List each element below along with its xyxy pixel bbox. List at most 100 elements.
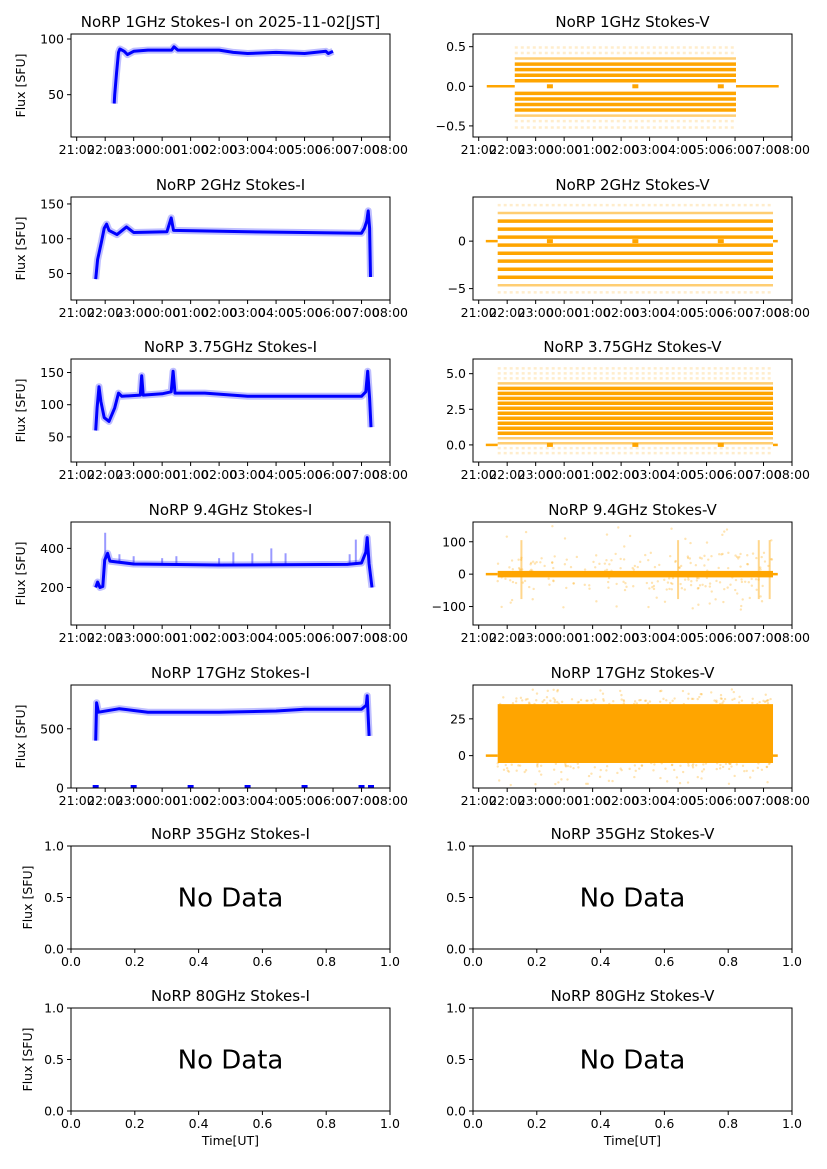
- outlier-point: [759, 595, 762, 598]
- axes-frame: [472, 196, 793, 301]
- x-tick-label: 05:00: [689, 142, 725, 157]
- x-tick-label: 04:00: [660, 630, 696, 645]
- outlier-point: [755, 588, 758, 591]
- x-tick-label: 21:00: [59, 630, 95, 645]
- x-tick-label: 23:00: [116, 305, 152, 320]
- x-tick-label: 00:00: [546, 467, 582, 482]
- outlier-point: [583, 568, 587, 571]
- outlier-point: [681, 770, 685, 774]
- outlier-point: [756, 702, 759, 706]
- outlier-point: [631, 566, 634, 570]
- outlier-point: [529, 561, 533, 565]
- x-tick-label: 05:00: [287, 467, 323, 482]
- x-tick-label: 22:00: [87, 142, 123, 157]
- x-tick-label: 22:00: [87, 793, 123, 808]
- zero-marker: [632, 84, 639, 89]
- panel-title: NoRP 3.75GHz Stokes-V: [543, 338, 722, 356]
- x-tick-label: 06:00: [717, 793, 753, 808]
- outlier-point: [608, 563, 611, 566]
- y-tick-label: 2.5: [446, 402, 466, 417]
- outlier-point: [504, 577, 507, 581]
- panel-norp-1ghz-stokes-i-on-2025-11-02-jst-: 21:0022:0023:0000:0001:0002:0003:0004:00…: [13, 13, 408, 157]
- outlier-point: [739, 608, 743, 611]
- outlier-point: [660, 689, 663, 693]
- zero-dropout-marker: [92, 785, 99, 788]
- x-tick-label: 23:00: [116, 793, 152, 808]
- outlier-point: [719, 697, 723, 700]
- y-axis-label: Flux [SFU]: [20, 866, 35, 930]
- outlier-point: [708, 585, 712, 588]
- outlier-point: [645, 581, 649, 585]
- x-tick-label: 03:00: [230, 467, 266, 482]
- x-tick-label: 21:00: [59, 467, 95, 482]
- x-tick-label: 06:00: [315, 305, 351, 320]
- outlier-point: [702, 763, 705, 766]
- outlier-point: [726, 586, 729, 589]
- outlier-point: [605, 769, 608, 772]
- outlier-point: [687, 697, 690, 700]
- outlier-point: [766, 701, 770, 705]
- x-tick-label: 04:00: [660, 467, 696, 482]
- outlier-point: [502, 696, 505, 699]
- outlier-point: [678, 566, 681, 569]
- panel-title: NoRP 9.4GHz Stokes-I: [149, 501, 313, 519]
- x-tick-label: 08:00: [774, 793, 810, 808]
- outlier-point: [539, 764, 543, 767]
- outlier-point: [697, 586, 700, 590]
- outlier-point: [532, 587, 535, 591]
- outlier-point: [694, 564, 698, 567]
- axes-frame: [70, 358, 391, 463]
- outlier-point: [761, 584, 764, 588]
- outlier-point: [515, 700, 518, 703]
- x-tick-label: 02:00: [603, 630, 639, 645]
- x-tick-label: 08:00: [372, 630, 408, 645]
- outlier-point: [706, 569, 709, 572]
- outlier-point: [539, 773, 543, 776]
- outlier-point: [572, 582, 576, 585]
- outlier-point: [620, 693, 623, 697]
- zero-dropout-marker: [301, 785, 308, 788]
- outlier-point: [586, 782, 590, 786]
- outlier-point: [587, 774, 591, 778]
- outlier-point: [607, 586, 610, 589]
- outlier-point: [510, 763, 513, 766]
- zero-dropout-marker: [187, 785, 194, 788]
- outlier-point: [530, 568, 533, 572]
- panel-norp-3-75ghz-stokes-v: 21:0022:0023:0000:0001:0002:0003:0004:00…: [446, 338, 810, 482]
- outlier-point: [653, 565, 657, 569]
- outlier-point: [703, 554, 706, 558]
- x-tick-label: 21:00: [461, 630, 497, 645]
- axes-frame: [70, 521, 391, 626]
- outlier-point: [745, 769, 748, 773]
- x-tick-label: 21:00: [461, 793, 497, 808]
- x-tick-label: 04:00: [258, 630, 294, 645]
- outlier-point: [496, 765, 499, 768]
- outlier-point: [707, 558, 710, 561]
- outlier-point: [618, 689, 622, 693]
- plot-area: [92, 367, 375, 431]
- outlier-point: [519, 558, 523, 561]
- outlier-point: [620, 698, 623, 701]
- outlier-point: [619, 567, 622, 570]
- x-tick-label: 02:00: [201, 142, 237, 157]
- zero-marker: [546, 442, 553, 447]
- x-tick-label: 03:00: [230, 630, 266, 645]
- outlier-point: [511, 702, 515, 705]
- outlier-point: [536, 764, 539, 767]
- outlier-point: [669, 554, 672, 558]
- outlier-point: [632, 702, 636, 706]
- x-tick-label: 02:00: [603, 142, 639, 157]
- panel-title: NoRP 2GHz Stokes-V: [555, 176, 710, 194]
- outlier-point: [723, 587, 726, 591]
- outlier-point: [733, 697, 736, 701]
- y-tick-label: 0.0: [446, 1104, 466, 1119]
- outlier-point: [628, 534, 632, 538]
- outlier-point: [611, 779, 614, 783]
- outlier-point: [738, 695, 741, 699]
- outlier-point: [700, 557, 703, 560]
- panel-norp-2ghz-stokes-v: 21:0022:0023:0000:0001:0002:0003:0004:00…: [448, 176, 810, 320]
- outlier-point: [727, 782, 731, 786]
- panel-title: NoRP 2GHz Stokes-I: [156, 176, 305, 194]
- y-tick-label: 100: [40, 231, 64, 246]
- x-tick-label: 01:00: [173, 305, 209, 320]
